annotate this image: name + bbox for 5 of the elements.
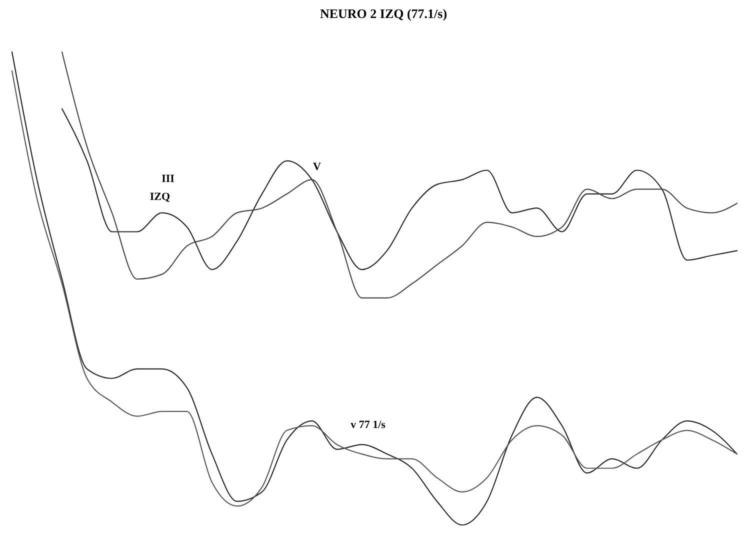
annotation: V [313,161,322,173]
chart-title: NEURO 2 IZQ (77.1/s) [320,6,448,21]
annotation: III [162,173,174,185]
annotation: v 77 1/s [350,419,386,431]
annotation: IZQ [150,191,171,203]
